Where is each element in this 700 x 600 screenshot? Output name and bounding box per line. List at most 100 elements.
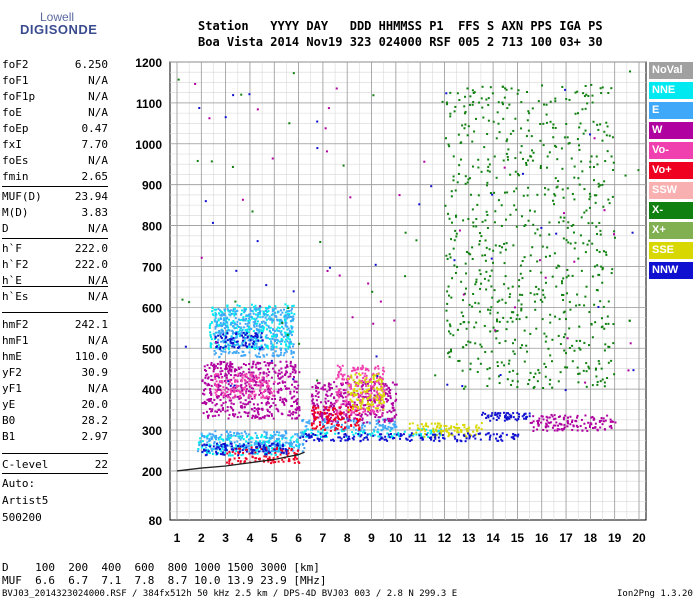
data-point-nne [256, 452, 259, 455]
data-point-x- [568, 327, 571, 330]
data-point-x- [532, 223, 535, 226]
data-point-nne [255, 449, 258, 452]
data-point-vo- [348, 414, 351, 417]
data-point-e [234, 317, 237, 320]
data-point-w [321, 415, 324, 418]
data-point-noise [535, 327, 538, 330]
data-point-e [288, 341, 291, 344]
data-point-e [290, 349, 293, 352]
data-point-x- [554, 100, 557, 103]
data-point-noise [597, 306, 600, 309]
legend-item-vo-: Vo- [649, 142, 693, 159]
data-point-x- [571, 344, 574, 347]
data-point-x- [591, 384, 594, 387]
param-value: 110.0 [74, 350, 108, 363]
data-point-w [224, 368, 227, 371]
data-point-x- [553, 144, 556, 147]
data-point-vo- [367, 392, 370, 395]
data-point-noise [379, 300, 382, 303]
data-point-nnw [485, 416, 488, 419]
data-point-w [225, 376, 228, 379]
data-point-x- [516, 386, 519, 389]
data-point-w [252, 414, 255, 417]
data-point-e [263, 430, 266, 433]
data-point-w [346, 416, 349, 419]
data-point-vo- [244, 373, 247, 376]
data-point-noise [256, 108, 259, 111]
data-point-nne [309, 428, 312, 431]
data-point-x- [467, 125, 470, 128]
data-point-nne [229, 437, 232, 440]
data-point-e [394, 426, 397, 429]
data-point-nnw [492, 433, 495, 436]
data-point-nne [301, 431, 304, 434]
data-point-e [226, 438, 229, 441]
data-point-w [217, 408, 220, 411]
data-point-vo- [361, 372, 364, 375]
data-point-w [204, 382, 207, 385]
data-point-vo- [271, 394, 274, 397]
data-point-x- [463, 127, 466, 130]
data-point-x- [462, 299, 465, 302]
data-point-nne [252, 330, 255, 333]
data-point-sse [359, 374, 362, 377]
data-point-e [386, 427, 389, 430]
auto-version: 500200 [2, 511, 42, 524]
data-point-vo- [372, 405, 375, 408]
data-point-w [245, 390, 248, 393]
data-point-w [387, 390, 390, 393]
data-point-x- [466, 134, 469, 137]
data-point-nnw [505, 418, 508, 421]
data-point-x- [501, 85, 504, 88]
data-point-e [231, 322, 234, 325]
data-point-w [388, 417, 391, 420]
data-point-e [287, 314, 290, 317]
data-point-vo- [382, 385, 385, 388]
data-point-w [203, 365, 206, 368]
data-point-w [213, 363, 216, 366]
data-point-vo- [362, 391, 365, 394]
data-point-w [275, 407, 278, 410]
data-point-x- [517, 174, 520, 177]
x-tick-label: 20 [632, 531, 646, 545]
data-point-e [282, 335, 285, 338]
data-point-e [228, 329, 231, 332]
data-point-w [610, 427, 613, 430]
data-point-w [298, 406, 301, 409]
data-point-e [262, 354, 265, 357]
data-point-x- [565, 122, 568, 125]
data-point-w [387, 394, 390, 397]
data-point-w [225, 374, 228, 377]
param-value: 2.65 [81, 170, 109, 183]
data-point-vo- [251, 392, 254, 395]
data-point-nnw [378, 438, 381, 441]
data-point-nnw [359, 440, 362, 443]
data-point-nne [386, 432, 389, 435]
data-point-nnw [351, 437, 354, 440]
data-point-x- [581, 108, 584, 111]
data-point-sse [434, 422, 437, 425]
data-point-sse [360, 381, 363, 384]
data-point-sse [435, 434, 438, 437]
data-point-w [296, 387, 299, 390]
data-point-x- [485, 288, 488, 291]
data-point-x- [447, 352, 450, 355]
data-point-noise [270, 359, 273, 362]
data-point-x- [501, 246, 504, 249]
data-point-nne [358, 432, 361, 435]
data-point-x- [473, 130, 476, 133]
data-point-e [254, 307, 257, 310]
data-point-vo- [223, 388, 226, 391]
data-point-e [274, 433, 277, 436]
data-point-nne [269, 331, 272, 334]
data-point-vo- [265, 375, 268, 378]
data-point-sse [425, 422, 428, 425]
data-point-w [224, 401, 227, 404]
data-point-e [277, 310, 280, 313]
data-point-x- [546, 246, 549, 249]
data-point-x- [515, 208, 518, 211]
data-point-nne [210, 343, 213, 346]
data-point-w [206, 364, 209, 367]
data-point-x- [472, 292, 475, 295]
data-point-vo- [344, 388, 347, 391]
